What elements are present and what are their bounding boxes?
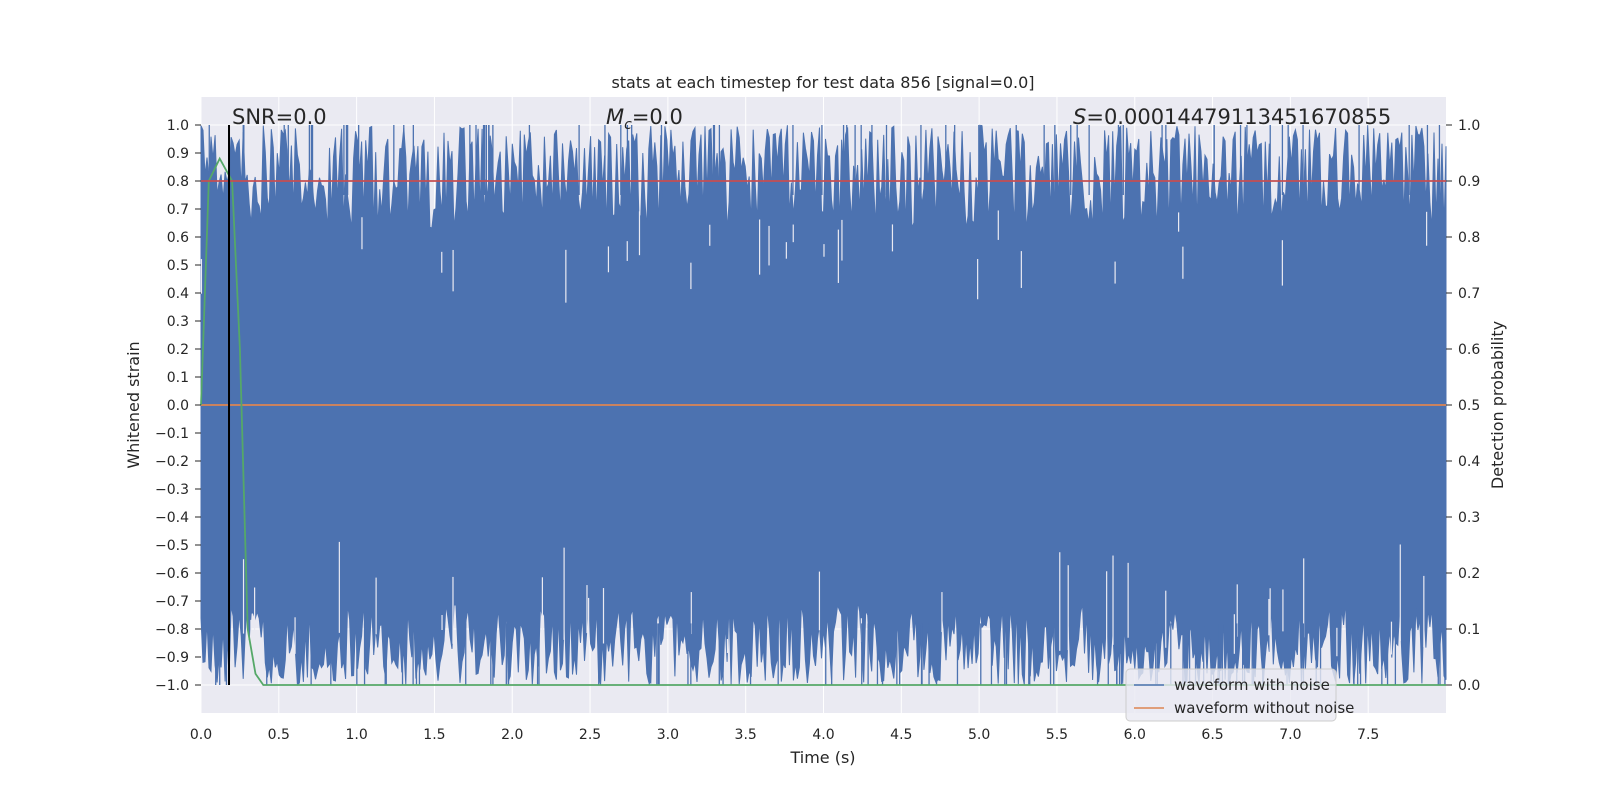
y-left-tick-label: 0.7 (167, 202, 189, 218)
x-tick-label: 4.0 (812, 727, 834, 743)
legend: waveform with noise waveform without noi… (1125, 668, 1354, 722)
y-left-axis-label: Whitened strain (124, 341, 143, 468)
y-left-tick-labels: 1.0 0.9 0.8 0.7 0.6 0.5 0.4 0.3 0.2 0.1 0.0 −0.1 −0.… (155, 118, 201, 694)
x-tick-label: 6.5 (1201, 727, 1223, 743)
y-left-tick-label: −0.2 (155, 454, 189, 470)
y-left-tick-label: 0.4 (167, 286, 189, 302)
y-left-tick-label: −0.6 (155, 566, 189, 582)
y-right-tick-label: 0.1 (1458, 622, 1480, 638)
x-tick-label: 3.5 (735, 727, 757, 743)
legend-label-clean: waveform without noise (1174, 699, 1354, 717)
s-symbol: S (1073, 105, 1086, 129)
x-tick-label: 7.0 (1279, 727, 1301, 743)
y-left-tick-label: 0.9 (167, 146, 189, 162)
x-tick-label: 7.5 (1357, 727, 1379, 743)
y-right-axis-label: Detection probability (1488, 321, 1507, 489)
chirp-mass-value: =0.0 (632, 105, 683, 129)
x-tick-label: 3.0 (657, 727, 679, 743)
x-axis-label: Time (s) (789, 748, 855, 767)
s-annotation: S=0.00014479113451670855 (1073, 105, 1391, 129)
y-left-tick-label: −0.1 (155, 426, 189, 442)
s-value: =0.00014479113451670855 (1086, 105, 1391, 129)
y-left-tick-label: −0.7 (155, 594, 189, 610)
y-left-tick-label: −0.9 (155, 650, 189, 666)
y-left-tick-label: 0.6 (167, 230, 189, 246)
x-tick-label: 1.0 (345, 727, 367, 743)
x-tick-label: 0.0 (190, 727, 212, 743)
chirp-mass-subscript: c (624, 117, 632, 133)
y-right-tick-label: 0.4 (1458, 454, 1480, 470)
y-right-tick-label: 0.3 (1458, 510, 1480, 526)
y-right-tick-labels: 1.0 0.9 0.8 0.7 0.6 0.5 0.4 0.3 0.2 0.1 0.0 (1446, 118, 1480, 694)
y-left-tick-label: 1.0 (167, 118, 189, 134)
y-left-tick-label: −0.3 (155, 482, 189, 498)
y-right-tick-label: 0.7 (1458, 286, 1480, 302)
y-left-tick-label: −0.5 (155, 538, 189, 554)
series-line-2 (200, 156, 1446, 686)
y-left-tick-label: 0.0 (167, 398, 189, 414)
x-tick-label: 5.0 (968, 727, 990, 743)
x-tick-label: 4.5 (890, 727, 912, 743)
y-left-tick-label: 0.5 (167, 258, 189, 274)
x-tick-label: 0.5 (268, 727, 290, 743)
x-tick-label: 6.0 (1124, 727, 1146, 743)
chirp-mass-annotation: Mc=0.0 (606, 105, 683, 133)
x-tick-label: 5.5 (1046, 727, 1068, 743)
y-left-tick-label: −0.8 (155, 622, 189, 638)
y-left-tick-label: 0.1 (167, 370, 189, 386)
y-left-tick-label: 0.8 (167, 174, 189, 190)
y-left-tick-label: 0.3 (167, 314, 189, 330)
x-tick-label: 2.5 (579, 727, 601, 743)
x-tick-labels: 0.0 0.5 1.0 1.5 2.0 2.5 3.0 3.5 4.0 4.5 5.0 5.5 6.0 6… (190, 727, 1379, 743)
legend-box (1125, 668, 1337, 722)
snr-annotation: SNR=0.0 (232, 105, 327, 129)
chart-title: stats at each timestep for test data 856… (611, 73, 1034, 92)
y-right-tick-label: 0.5 (1458, 398, 1480, 414)
y-right-tick-label: 0.6 (1458, 342, 1480, 358)
y-right-tick-label: 0.2 (1458, 566, 1480, 582)
y-right-tick-label: 0.0 (1458, 678, 1480, 694)
y-right-tick-label: 0.8 (1458, 230, 1480, 246)
chirp-mass-symbol: M (606, 105, 624, 129)
y-left-tick-label: 0.2 (167, 342, 189, 358)
x-tick-label: 2.0 (501, 727, 523, 743)
y-right-tick-label: 0.9 (1458, 174, 1480, 190)
y-left-tick-label: −1.0 (155, 678, 189, 694)
legend-label-noise: waveform with noise (1174, 676, 1330, 694)
series-lines (200, 125, 1446, 686)
y-right-tick-label: 1.0 (1458, 118, 1480, 134)
y-left-tick-label: −0.4 (155, 510, 189, 526)
x-tick-label: 1.5 (423, 727, 445, 743)
